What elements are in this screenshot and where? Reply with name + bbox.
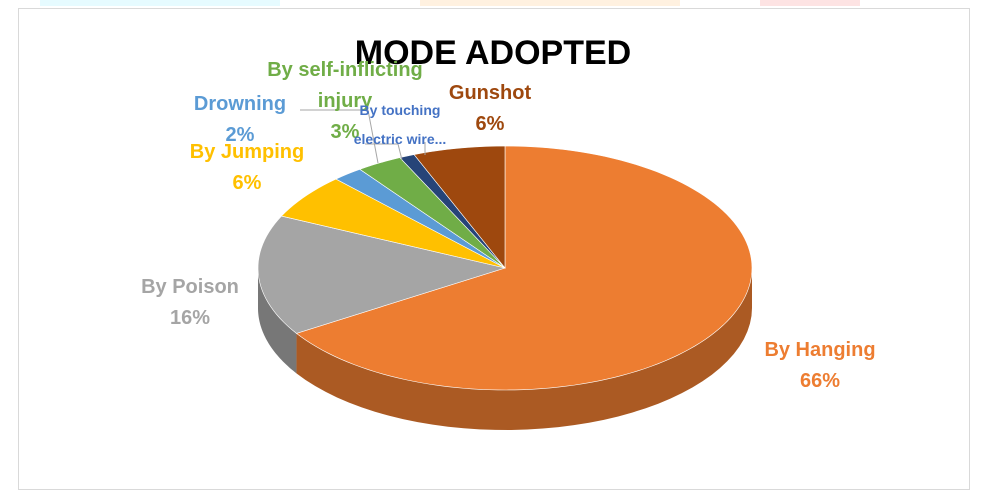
chart-title: MODE ADOPTED: [354, 34, 632, 72]
value-label: 6%: [232, 172, 262, 194]
category-label: By Jumping: [189, 141, 305, 163]
value-label: 16%: [169, 307, 211, 329]
data-label: Gunshot 6%: [430, 78, 550, 140]
value-label: 3%: [330, 121, 360, 143]
data-label: By touching electric wire...: [345, 96, 455, 154]
data-label: Drowning 2%: [160, 89, 320, 151]
banner-strip: [760, 0, 860, 6]
value-label: 6%: [475, 113, 505, 135]
leader-line: [365, 143, 403, 161]
slice: [280, 178, 506, 269]
banner-strip: [420, 0, 680, 6]
banner-strip: [40, 0, 280, 6]
slice: [359, 157, 506, 269]
slice-side: [296, 268, 752, 430]
leader-line: [300, 109, 379, 164]
slice: [295, 145, 753, 391]
slices: [257, 145, 753, 430]
slice: [413, 145, 506, 269]
category-label: By Poison: [141, 276, 239, 298]
data-label: By Poison 16%: [110, 272, 270, 334]
value-label: 66%: [799, 370, 841, 392]
slice-side: [258, 268, 297, 374]
value-label: 2%: [225, 124, 255, 146]
category-label: Drowning: [193, 93, 287, 115]
data-label: By Hanging 66%: [720, 335, 920, 397]
slice: [257, 215, 507, 334]
data-label: By Jumping 6%: [167, 137, 327, 199]
category-label: By touching electric wire...: [353, 102, 447, 147]
category-label: By self-inflicting injury: [267, 59, 423, 112]
category-label: Gunshot: [448, 82, 532, 104]
data-label: By self-inflicting injury 3%: [250, 55, 440, 148]
category-label: By Hanging: [764, 339, 876, 361]
chart-frame: [18, 8, 970, 490]
